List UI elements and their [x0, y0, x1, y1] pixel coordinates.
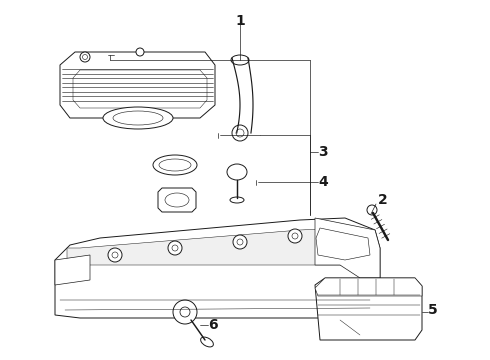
Circle shape: [172, 245, 178, 251]
Circle shape: [237, 239, 243, 245]
Text: 5: 5: [428, 303, 438, 317]
Text: 2: 2: [378, 193, 388, 207]
Circle shape: [136, 48, 144, 56]
Polygon shape: [158, 188, 196, 212]
Text: 3: 3: [318, 145, 328, 159]
Ellipse shape: [231, 55, 249, 65]
Circle shape: [112, 252, 118, 258]
Circle shape: [173, 300, 197, 324]
Text: 1: 1: [235, 14, 245, 28]
Circle shape: [180, 307, 190, 317]
Polygon shape: [55, 218, 380, 318]
Ellipse shape: [159, 159, 191, 171]
Ellipse shape: [153, 155, 197, 175]
Ellipse shape: [230, 197, 244, 203]
Polygon shape: [315, 278, 422, 296]
Circle shape: [80, 52, 90, 62]
Circle shape: [233, 235, 247, 249]
Polygon shape: [73, 70, 207, 108]
Ellipse shape: [103, 107, 173, 129]
Ellipse shape: [227, 164, 247, 180]
Circle shape: [108, 248, 122, 262]
Circle shape: [288, 229, 302, 243]
Polygon shape: [316, 228, 370, 260]
Polygon shape: [67, 228, 370, 265]
Polygon shape: [315, 278, 422, 340]
Circle shape: [367, 205, 377, 215]
Ellipse shape: [236, 129, 244, 137]
Text: 4: 4: [318, 175, 328, 189]
Text: 6: 6: [208, 318, 218, 332]
Polygon shape: [55, 255, 90, 285]
Ellipse shape: [113, 111, 163, 125]
Circle shape: [168, 241, 182, 255]
Ellipse shape: [200, 337, 213, 347]
Circle shape: [292, 233, 298, 239]
Polygon shape: [60, 52, 215, 118]
Ellipse shape: [165, 193, 189, 207]
Polygon shape: [315, 218, 380, 278]
Circle shape: [82, 54, 88, 59]
Ellipse shape: [232, 125, 248, 141]
